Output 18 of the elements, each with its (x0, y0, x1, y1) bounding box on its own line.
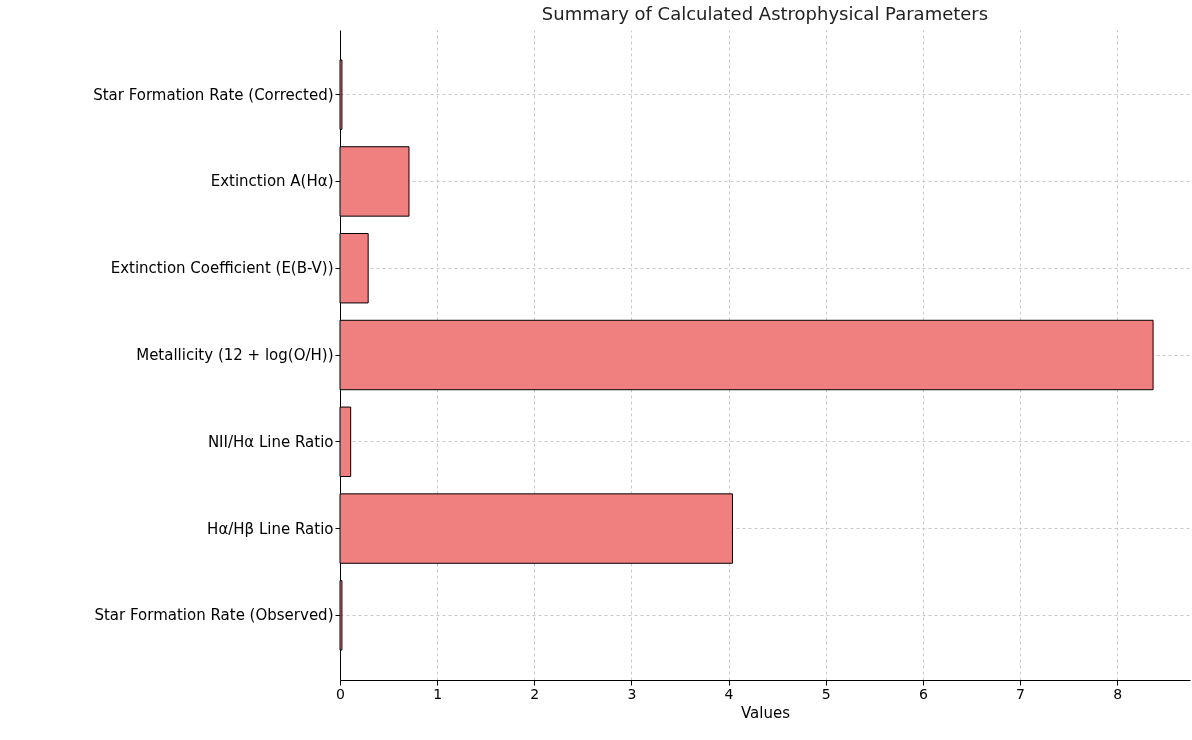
y-tick-label: Star Formation Rate (Observed) (94, 606, 334, 625)
y-tick-label: Hα/Hβ Line Ratio (207, 519, 334, 538)
x-tick-label: 4 (724, 685, 734, 702)
y-tick-label: Metallicity (12 + log(O/H)) (136, 346, 334, 364)
x-tick-label: 2 (530, 685, 540, 702)
x-axis-title: Values (740, 703, 791, 722)
x-tick-label: 0 (336, 685, 345, 702)
x-tick-label: 1 (433, 685, 443, 702)
y-tick-label: Extinction A(Hα) (210, 172, 334, 191)
y-tick-label: Extinction Coefficient (E(B-V)) (110, 259, 334, 278)
x-tick-label: 5 (821, 685, 831, 702)
x-tick-label: 3 (627, 685, 637, 702)
chart-title: Summary of Calculated Astrophysical Parameters (541, 3, 989, 24)
x-tick-label: 6 (918, 685, 928, 702)
x-tick-label: 8 (1113, 685, 1123, 702)
y-tick-label: NII/Hα Line Ratio (207, 432, 334, 451)
y-tick-label: Star Formation Rate (Corrected) (93, 85, 334, 104)
x-tick-label: 7 (1016, 685, 1025, 702)
